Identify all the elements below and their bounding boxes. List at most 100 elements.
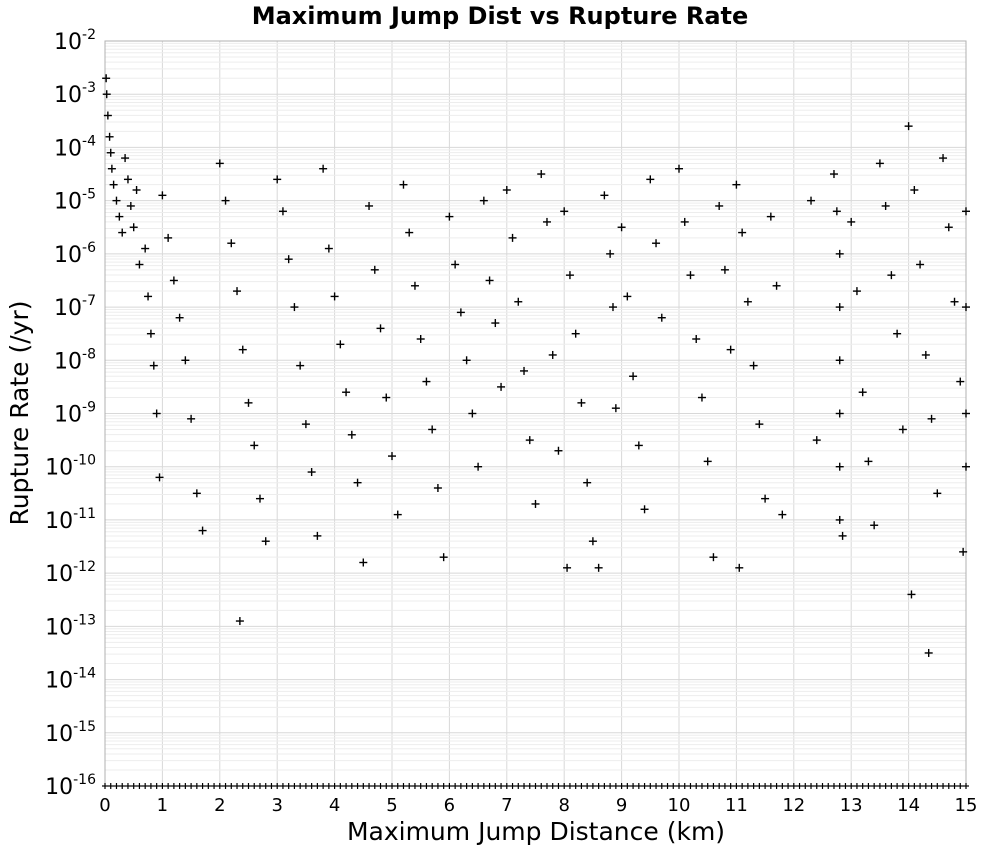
- y-tick-exponent: -12: [73, 559, 96, 575]
- x-tick-label: 2: [214, 795, 225, 816]
- floor-data-point: [664, 783, 671, 789]
- floor-data-point: [785, 783, 792, 789]
- data-point: [233, 287, 242, 296]
- data-point: [749, 361, 758, 370]
- floor-data-point: [853, 783, 860, 789]
- data-point: [531, 499, 540, 508]
- x-axis-label: Maximum Jump Distance (km): [347, 817, 725, 846]
- floor-data-point: [239, 783, 246, 789]
- data-point: [428, 425, 437, 434]
- y-tick-exponent: -7: [82, 293, 96, 309]
- y-tick-exponent: -2: [82, 27, 96, 43]
- data-point: [577, 398, 586, 407]
- floor-data-point: [142, 783, 149, 789]
- data-point: [502, 186, 511, 194]
- data-point: [497, 382, 506, 391]
- data-point: [451, 260, 460, 269]
- data-point: [198, 526, 207, 535]
- data-point: [215, 159, 224, 168]
- data-point: [474, 462, 483, 471]
- floor-data-point: [825, 783, 832, 789]
- x-tick-label: 1: [157, 795, 168, 816]
- data-point: [646, 175, 655, 184]
- floor-data-point: [612, 783, 619, 789]
- floor-data-point: [572, 783, 579, 789]
- data-point: [118, 228, 127, 237]
- floor-data-point: [147, 783, 154, 789]
- data-point: [520, 366, 529, 375]
- data-point: [227, 239, 236, 248]
- y-tick-exponent: -3: [82, 80, 96, 96]
- data-point: [422, 377, 431, 386]
- data-point: [221, 196, 230, 205]
- data-point: [115, 212, 124, 221]
- y-tick-label: 10-9: [54, 400, 96, 428]
- data-point: [686, 271, 695, 280]
- y-tick-label: 10-11: [45, 506, 96, 534]
- floor-data-point: [555, 783, 562, 789]
- data-point: [187, 414, 196, 423]
- data-point: [284, 255, 293, 264]
- floor-data-point: [922, 783, 929, 789]
- floor-data-point: [589, 783, 596, 789]
- data-point: [301, 420, 310, 429]
- y-tick-exponent: -11: [73, 506, 96, 522]
- data-point: [235, 617, 244, 626]
- data-point: [105, 132, 114, 141]
- floor-data-point: [630, 783, 637, 789]
- data-point: [962, 303, 970, 312]
- y-tick-label: 10-7: [54, 293, 96, 321]
- floor-data-point: [274, 783, 281, 789]
- data-point: [910, 186, 919, 194]
- data-point: [514, 297, 523, 306]
- data-point: [548, 350, 557, 359]
- floor-data-point: [773, 783, 780, 789]
- data-point: [835, 515, 844, 524]
- data-point: [950, 297, 959, 306]
- x-axis-ticks: 0 1 2 3 4 5 6 7 8 9 10 11 12 13 14 15: [99, 795, 977, 816]
- floor-data-point: [871, 783, 878, 789]
- data-point: [611, 404, 620, 413]
- y-tick-base: 10: [54, 403, 82, 428]
- data-point: [921, 350, 930, 359]
- grid-layer: [104, 40, 967, 787]
- data-point: [324, 244, 333, 253]
- floor-data-point: [136, 783, 143, 789]
- floor-data-point: [538, 783, 545, 789]
- floor-data-point: [658, 783, 665, 789]
- data-point: [838, 531, 847, 540]
- y-tick-label: 10-14: [45, 666, 96, 694]
- floor-data-point: [337, 783, 344, 789]
- floor-data-point: [549, 783, 556, 789]
- floor-data-point: [343, 783, 350, 789]
- y-tick-exponent: -8: [82, 346, 96, 362]
- floor-data-point: [865, 783, 872, 789]
- y-tick-label: 10-3: [54, 80, 96, 108]
- floor-data-point: [876, 783, 883, 789]
- floor-data-point: [739, 783, 746, 789]
- y-tick-label: 10-12: [45, 559, 96, 587]
- data-point: [456, 308, 465, 317]
- floor-data-point: [945, 783, 952, 789]
- y-tick-base: 10: [45, 722, 73, 747]
- y-tick-base: 10: [45, 615, 73, 640]
- data-point: [296, 361, 305, 370]
- floor-data-point: [245, 783, 252, 789]
- y-tick-base: 10: [54, 190, 82, 215]
- x-tick-label: 14: [897, 795, 920, 816]
- data-point: [680, 217, 689, 226]
- floor-data-point: [475, 783, 482, 789]
- data-point: [261, 537, 270, 546]
- data-point: [623, 292, 632, 301]
- y-tick-label: 10-5: [54, 187, 96, 215]
- data-point: [542, 217, 551, 226]
- data-point: [720, 265, 729, 274]
- floor-data-point: [727, 783, 734, 789]
- floor-data-point: [457, 783, 464, 789]
- y-tick-base: 10: [45, 562, 73, 587]
- floor-data-point: [595, 783, 602, 789]
- y-tick-label: 10-2: [54, 27, 96, 55]
- data-point: [563, 563, 572, 572]
- data-point: [445, 212, 454, 221]
